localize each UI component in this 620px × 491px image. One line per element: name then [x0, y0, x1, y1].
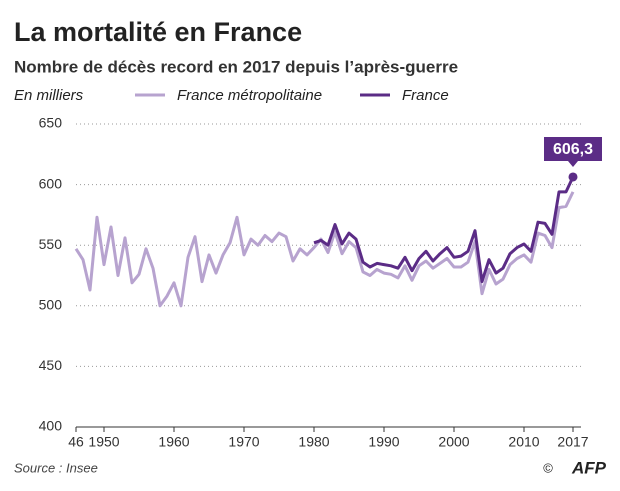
series-line — [313, 176, 575, 284]
chart-subtitle: Nombre de décès record en 2017 depuis l’… — [14, 57, 458, 76]
chart-title: La mortalité en France — [14, 17, 302, 47]
credit: AFP — [571, 458, 607, 477]
series-line — [74, 191, 575, 308]
source: Source : Insee — [14, 460, 98, 475]
x-tick-label: 1990 — [368, 434, 399, 450]
x-tick-label: 1980 — [298, 434, 329, 450]
legend-label: France — [402, 87, 449, 104]
y-axis-label: En milliers — [14, 87, 84, 104]
y-tick-label: 550 — [39, 236, 63, 252]
legend-label: France métropolitaine — [177, 87, 322, 104]
x-tick-label: 2000 — [438, 434, 469, 450]
y-tick-label: 650 — [39, 115, 63, 131]
y-tick-label: 600 — [39, 175, 63, 191]
x-tick-label: 46 — [68, 434, 84, 450]
label-box — [544, 136, 602, 167]
point-marker — [568, 172, 578, 182]
copyright-icon: © — [543, 460, 553, 475]
x-tick-label: 1960 — [158, 434, 189, 450]
y-tick-label: 400 — [39, 418, 63, 434]
y-tick-label: 500 — [39, 297, 63, 313]
value-label: 606,3 — [553, 141, 593, 158]
x-tick-label: 2010 — [508, 434, 539, 450]
y-tick-label: 450 — [39, 357, 63, 373]
x-tick-label: 2017 — [557, 434, 588, 450]
x-tick-label: 1950 — [88, 434, 119, 450]
x-tick-label: 1970 — [228, 434, 259, 450]
